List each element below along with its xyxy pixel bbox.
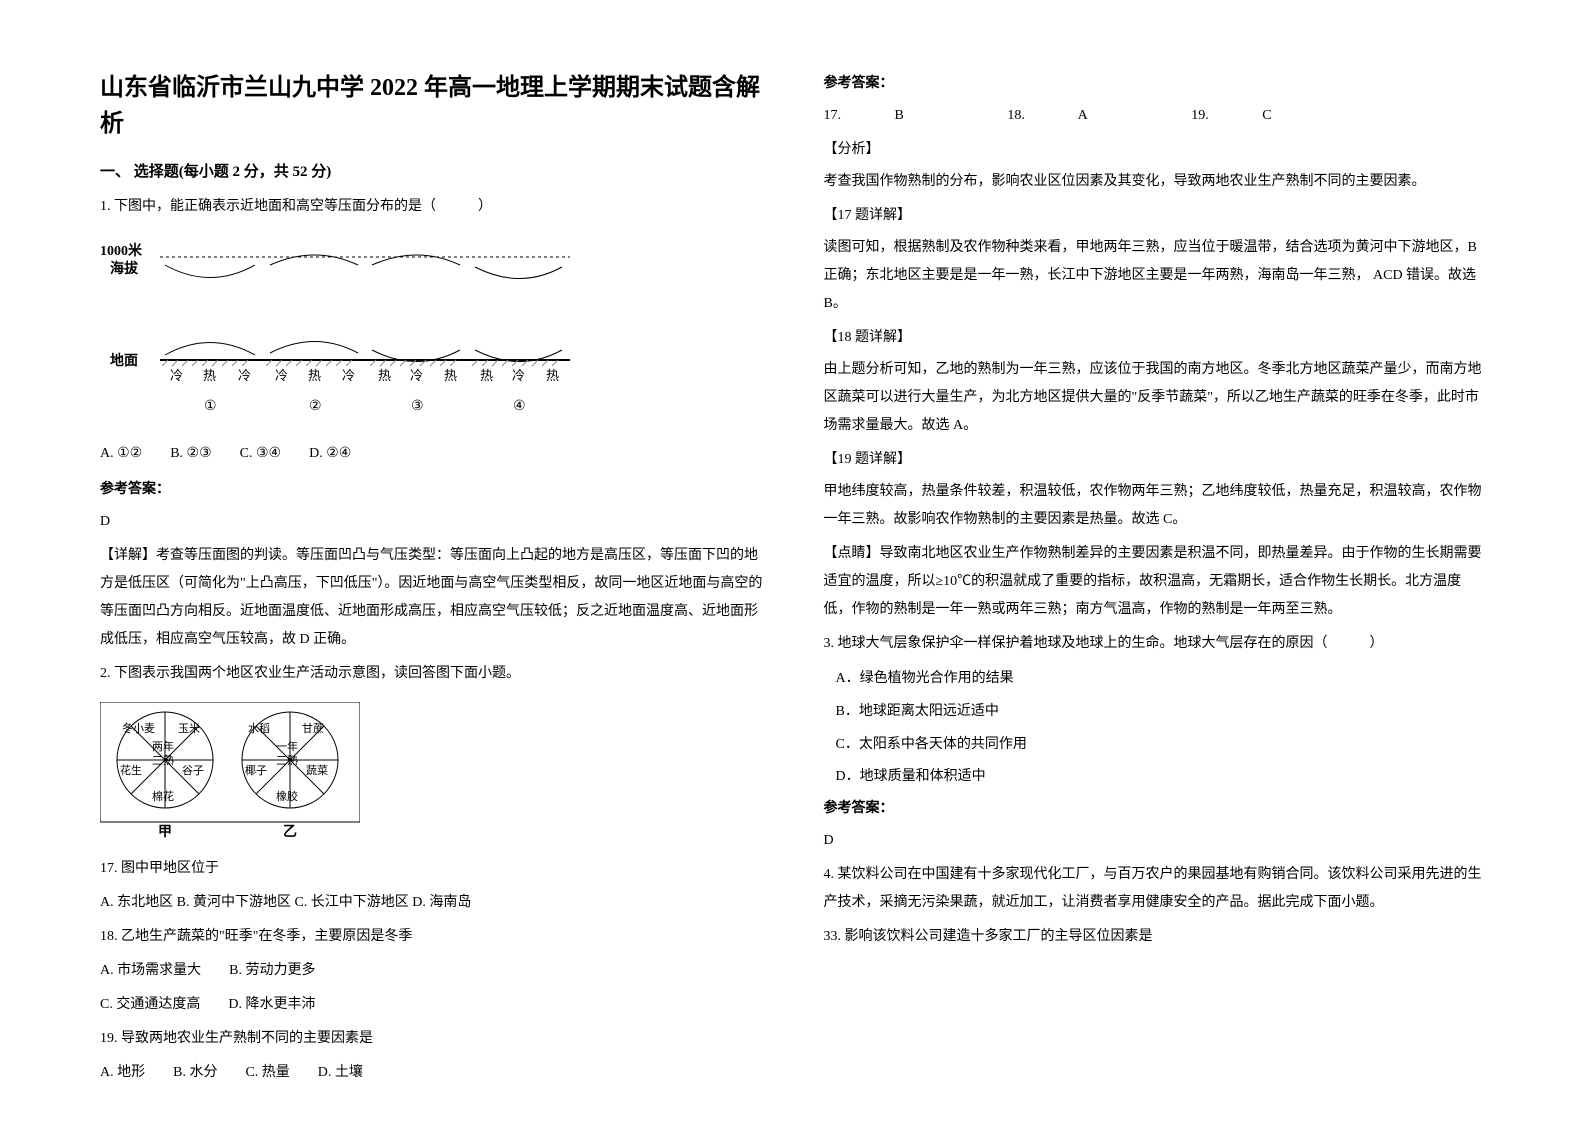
svg-text:②: ② xyxy=(309,399,322,414)
q1-stem: 1. 下图中，能正确表示近地面和高空等压面分布的是（ ） xyxy=(100,193,764,221)
q3-answer-label: 参考答案： xyxy=(824,795,1488,823)
q3-opt-d: D．地球质量和体积适中 xyxy=(824,762,1488,793)
svg-text:甲: 甲 xyxy=(158,824,172,840)
q2-figure: 冬小麦 玉米 两年 三熟 花生 谷子 棉花 甲 水稻 甘蔗 一年 三熟 椰子 蔬… xyxy=(100,702,764,845)
fenxi-text: 考查我国作物熟制的分布，影响农业区位因素及其变化，导致两地农业生产熟制不同的主要… xyxy=(824,168,1488,196)
svg-text:冷: 冷 xyxy=(512,368,525,383)
svg-text:乙: 乙 xyxy=(283,824,297,840)
q2-sub17: 17. 图中甲地区位于 xyxy=(100,855,764,883)
svg-text:冷: 冷 xyxy=(275,368,288,383)
panel-4: 热 冷 热 ④ xyxy=(472,267,562,414)
svg-text:花生: 花生 xyxy=(120,763,142,777)
svg-text:三熟: 三熟 xyxy=(276,753,298,767)
left-column: 山东省临沂市兰山九中学 2022 年高一地理上学期期末试题含解析 一、 选择题(… xyxy=(100,70,764,1052)
svg-text:棉花: 棉花 xyxy=(152,789,174,803)
svg-text:冷: 冷 xyxy=(170,368,183,383)
q2-sub18-opts-2: C. 交通通达度高 D. 降水更丰沛 xyxy=(100,991,764,1019)
q2-sub17-opts: A. 东北地区 B. 黄河中下游地区 C. 长江中下游地区 D. 海南岛 xyxy=(100,889,764,917)
panel-2: 冷 热 冷 ② xyxy=(266,255,358,414)
q1-answer-label: 参考答案： xyxy=(100,476,764,504)
q1-options: A. ①② B. ②③ C. ③④ D. ②④ xyxy=(100,440,764,468)
panel-1: 冷 热 冷 ① xyxy=(162,253,258,414)
svg-text:④: ④ xyxy=(513,399,526,414)
q2-sub19-opts: A. 地形 B. 水分 C. 热量 D. 土壤 xyxy=(100,1059,764,1087)
q3-answer: D xyxy=(824,827,1488,855)
q2-sub19: 19. 导致两地农业生产熟制不同的主要因素是 xyxy=(100,1025,764,1053)
q2-stem: 2. 下图表示我国两个地区农业生产活动示意图，读回答图下面小题。 xyxy=(100,660,764,688)
q2-answers: 17. B 18. A 19. C xyxy=(824,102,1488,130)
svg-text:椰子: 椰子 xyxy=(245,763,267,777)
ylabel-haiba: 海拔 xyxy=(110,260,139,277)
q4-sub33: 33. 影响该饮料公司建造十多家工厂的主导区位因素是 xyxy=(824,923,1488,951)
dianjing-text: 【点睛】导致南北地区农业生产作物熟制差异的主要因素是积温不同，即热量差异。由于作… xyxy=(824,540,1488,624)
q1-explain: 【详解】考查等压面图的判读。等压面凹凸与气压类型：等压面向上凸起的地方是高压区，… xyxy=(100,542,764,654)
svg-text:①: ① xyxy=(204,399,217,414)
e19-heading: 【19 题详解】 xyxy=(824,446,1488,474)
svg-text:热: 热 xyxy=(480,368,493,383)
svg-text:玉米: 玉米 xyxy=(178,722,200,735)
q3-opt-a: A．绿色植物光合作用的结果 xyxy=(824,664,1488,695)
fenxi-heading: 【分析】 xyxy=(824,136,1488,164)
svg-text:冬小麦: 冬小麦 xyxy=(122,721,155,735)
svg-text:橡胶: 橡胶 xyxy=(276,789,298,803)
q1-answer: D xyxy=(100,508,764,536)
q1-figure: 1000米 海拔 地面 冷 热 冷 xyxy=(100,235,764,430)
ylabel-1000m: 1000米 xyxy=(100,242,143,259)
svg-text:热: 热 xyxy=(444,368,457,383)
q2-sub18: 18. 乙地生产蔬菜的"旺季"在冬季，主要原因是冬季 xyxy=(100,923,764,951)
svg-text:三熟: 三熟 xyxy=(152,753,174,767)
svg-text:谷子: 谷子 xyxy=(182,764,204,777)
e19-text: 甲地纬度较高，热量条件较差，积温较低，农作物两年三熟；乙地纬度较低，热量充足，积… xyxy=(824,478,1488,534)
svg-text:③: ③ xyxy=(411,399,424,414)
svg-text:一年: 一年 xyxy=(276,739,298,753)
q2-answer-label: 参考答案： xyxy=(824,70,1488,98)
e18-heading: 【18 题详解】 xyxy=(824,324,1488,352)
e17-heading: 【17 题详解】 xyxy=(824,202,1488,230)
svg-text:甘蔗: 甘蔗 xyxy=(302,722,324,735)
svg-text:蔬菜: 蔬菜 xyxy=(306,764,328,777)
right-column: 参考答案： 17. B 18. A 19. C 【分析】 考查我国作物熟制的分布… xyxy=(824,70,1488,1052)
pressure-surface-diagram: 1000米 海拔 地面 冷 热 冷 xyxy=(100,235,580,425)
q2-sub18-opts-1: A. 市场需求量大 B. 劳动力更多 xyxy=(100,957,764,985)
ground-label: 地面 xyxy=(110,352,138,369)
e17-text: 读图可知，根据熟制及农作物种类来看，甲地两年三熟，应当位于暖温带，结合选项为黄河… xyxy=(824,234,1488,318)
svg-text:热: 热 xyxy=(378,368,391,383)
q4-stem: 4. 某饮料公司在中国建有十多家现代化工厂，与百万农户的果园基地有购销合同。该饮… xyxy=(824,861,1488,917)
e18-text: 由上题分析可知，乙地的熟制为一年三熟，应该位于我国的南方地区。冬季北方地区蔬菜产… xyxy=(824,356,1488,440)
svg-text:冷: 冷 xyxy=(238,368,251,383)
svg-text:冷: 冷 xyxy=(410,368,423,383)
q3-stem: 3. 地球大气层象保护伞一样保护着地球及地球上的生命。地球大气层存在的原因（ ） xyxy=(824,630,1488,658)
section-header: 一、 选择题(每小题 2 分，共 52 分) xyxy=(100,160,764,181)
svg-text:热: 热 xyxy=(203,368,216,383)
svg-text:两年: 两年 xyxy=(152,739,174,753)
svg-text:冷: 冷 xyxy=(342,368,355,383)
q3-opt-b: B．地球距离太阳远近适中 xyxy=(824,697,1488,728)
svg-text:热: 热 xyxy=(546,368,559,383)
svg-text:热: 热 xyxy=(308,368,321,383)
q3-opt-c: C．太阳系中各天体的共同作用 xyxy=(824,730,1488,761)
panel-3: 热 冷 热 ③ xyxy=(370,255,460,414)
crop-circles-diagram: 冬小麦 玉米 两年 三熟 花生 谷子 棉花 甲 水稻 甘蔗 一年 三熟 椰子 蔬… xyxy=(100,702,360,840)
svg-text:水稻: 水稻 xyxy=(248,722,270,735)
page-title: 山东省临沂市兰山九中学 2022 年高一地理上学期期末试题含解析 xyxy=(100,70,764,142)
